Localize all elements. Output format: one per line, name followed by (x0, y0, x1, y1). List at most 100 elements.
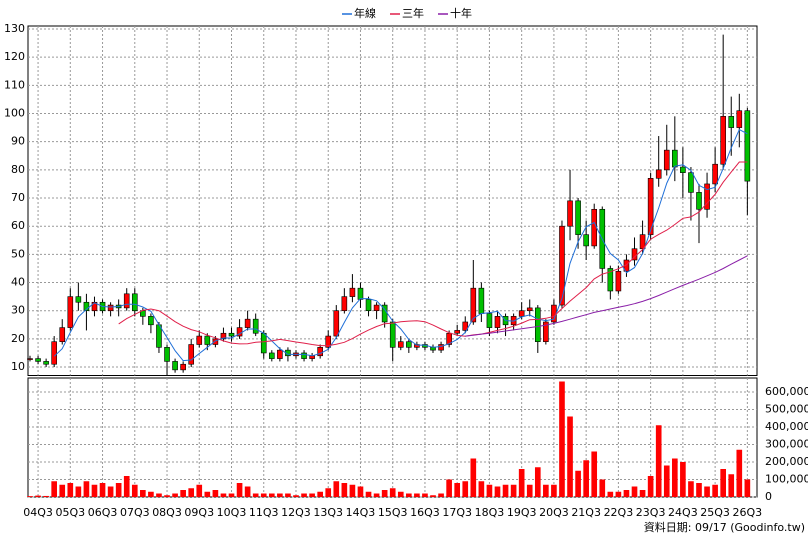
candle-body (212, 338, 219, 345)
candle-body (252, 318, 259, 334)
volume-bar (559, 381, 565, 497)
volume-bar (309, 493, 315, 497)
volume-bar (156, 493, 162, 497)
candle-body (438, 344, 444, 351)
volume-bar (317, 491, 323, 497)
candle-body (663, 149, 670, 171)
candle-body (680, 166, 686, 173)
candle-body (704, 183, 710, 210)
volume-bar (607, 491, 614, 497)
volume-bar (397, 491, 404, 497)
volume-bar (712, 484, 718, 497)
volume-bar (268, 493, 275, 497)
volume-bar (341, 483, 348, 497)
candle-body (543, 321, 549, 342)
volume-bar (389, 488, 396, 497)
volume-bar (599, 479, 606, 497)
volume-bar (575, 470, 581, 497)
volume-bar (91, 484, 98, 497)
legend-label: 年線 (354, 6, 376, 20)
volume-bar (381, 490, 388, 497)
volume-bar (551, 484, 557, 497)
candle-body (75, 296, 82, 303)
volume-bar (115, 483, 122, 497)
candle-body (736, 110, 743, 128)
x-tick-label: 22Q3 (604, 506, 634, 519)
volume-bar (526, 484, 533, 497)
volume-bar (454, 483, 461, 497)
candle-body (591, 208, 598, 247)
x-tick-label: 26Q3 (733, 506, 763, 519)
volume-bar (236, 483, 243, 497)
volume-bar (518, 469, 525, 497)
x-tick-label: 17Q3 (442, 506, 472, 519)
candle-body (51, 341, 57, 365)
volume-bar (720, 469, 726, 497)
volume-bar (486, 484, 493, 497)
x-tick-label: 25Q3 (700, 506, 730, 519)
volume-bar (228, 493, 235, 497)
candle-body (494, 316, 501, 328)
volume-bar (534, 467, 541, 497)
y-tick-label: 10 (11, 360, 25, 373)
x-tick-label: 16Q3 (410, 506, 440, 519)
x-tick-label: 23Q3 (636, 506, 666, 519)
candle-body (349, 287, 356, 297)
volume-bar (510, 484, 517, 497)
candle-body (672, 149, 678, 168)
volume-bar (252, 493, 259, 497)
volume-bar (285, 493, 291, 497)
candle-body (123, 293, 130, 309)
x-tick-label: 14Q3 (346, 506, 376, 519)
candle-body (59, 327, 66, 342)
volume-bar (663, 465, 670, 497)
volume-bar (188, 488, 195, 497)
volume-bar (51, 481, 58, 497)
x-tick-label: 06Q3 (88, 506, 118, 519)
volume-bar (583, 460, 589, 497)
x-tick-label: 15Q3 (378, 506, 408, 519)
volume-bar (99, 483, 106, 497)
data-date-note: 資料日期: 09/17 (Goodinfo.tw) (644, 520, 805, 534)
candle-body (131, 293, 138, 312)
y-tick-label: 20 (11, 332, 25, 345)
candle-body (559, 225, 565, 306)
candle-body (567, 200, 573, 227)
y-tick-label: 70 (11, 191, 25, 204)
candle-body (389, 321, 396, 348)
volume-bar (220, 493, 227, 497)
candle-body (688, 172, 694, 193)
candle-body (277, 349, 283, 359)
y-tick-label: 90 (11, 135, 25, 148)
volume-bar (27, 496, 33, 497)
candle-body (269, 352, 275, 359)
candle-body (317, 347, 323, 357)
volume-bar (83, 481, 90, 497)
x-tick-label: 20Q3 (539, 506, 569, 519)
volume-bar (671, 458, 678, 497)
candle-body (188, 344, 195, 365)
volume-bar (462, 481, 469, 497)
volume-bar (543, 484, 549, 497)
candle-body (148, 316, 154, 326)
x-tick-label: 05Q3 (55, 506, 85, 519)
candle-body (470, 287, 477, 323)
y-tick-label: 100 (4, 107, 25, 120)
x-tick-label: 24Q3 (668, 506, 698, 519)
volume-bar (631, 486, 638, 497)
volume-bar (422, 493, 428, 497)
volume-bar (123, 476, 130, 497)
volume-bar (204, 491, 211, 497)
volume-tick-label: 600,000 (765, 385, 808, 398)
candle-body (35, 358, 41, 362)
volume-bar (75, 486, 82, 497)
candle-body (575, 200, 581, 235)
volume-bar (736, 449, 743, 497)
candle-body (728, 116, 735, 128)
volume-bar (260, 493, 267, 497)
x-tick-label: 12Q3 (281, 506, 311, 519)
volume-bar (438, 493, 444, 497)
y-tick-label: 60 (11, 219, 25, 232)
volume-bar (647, 476, 654, 497)
